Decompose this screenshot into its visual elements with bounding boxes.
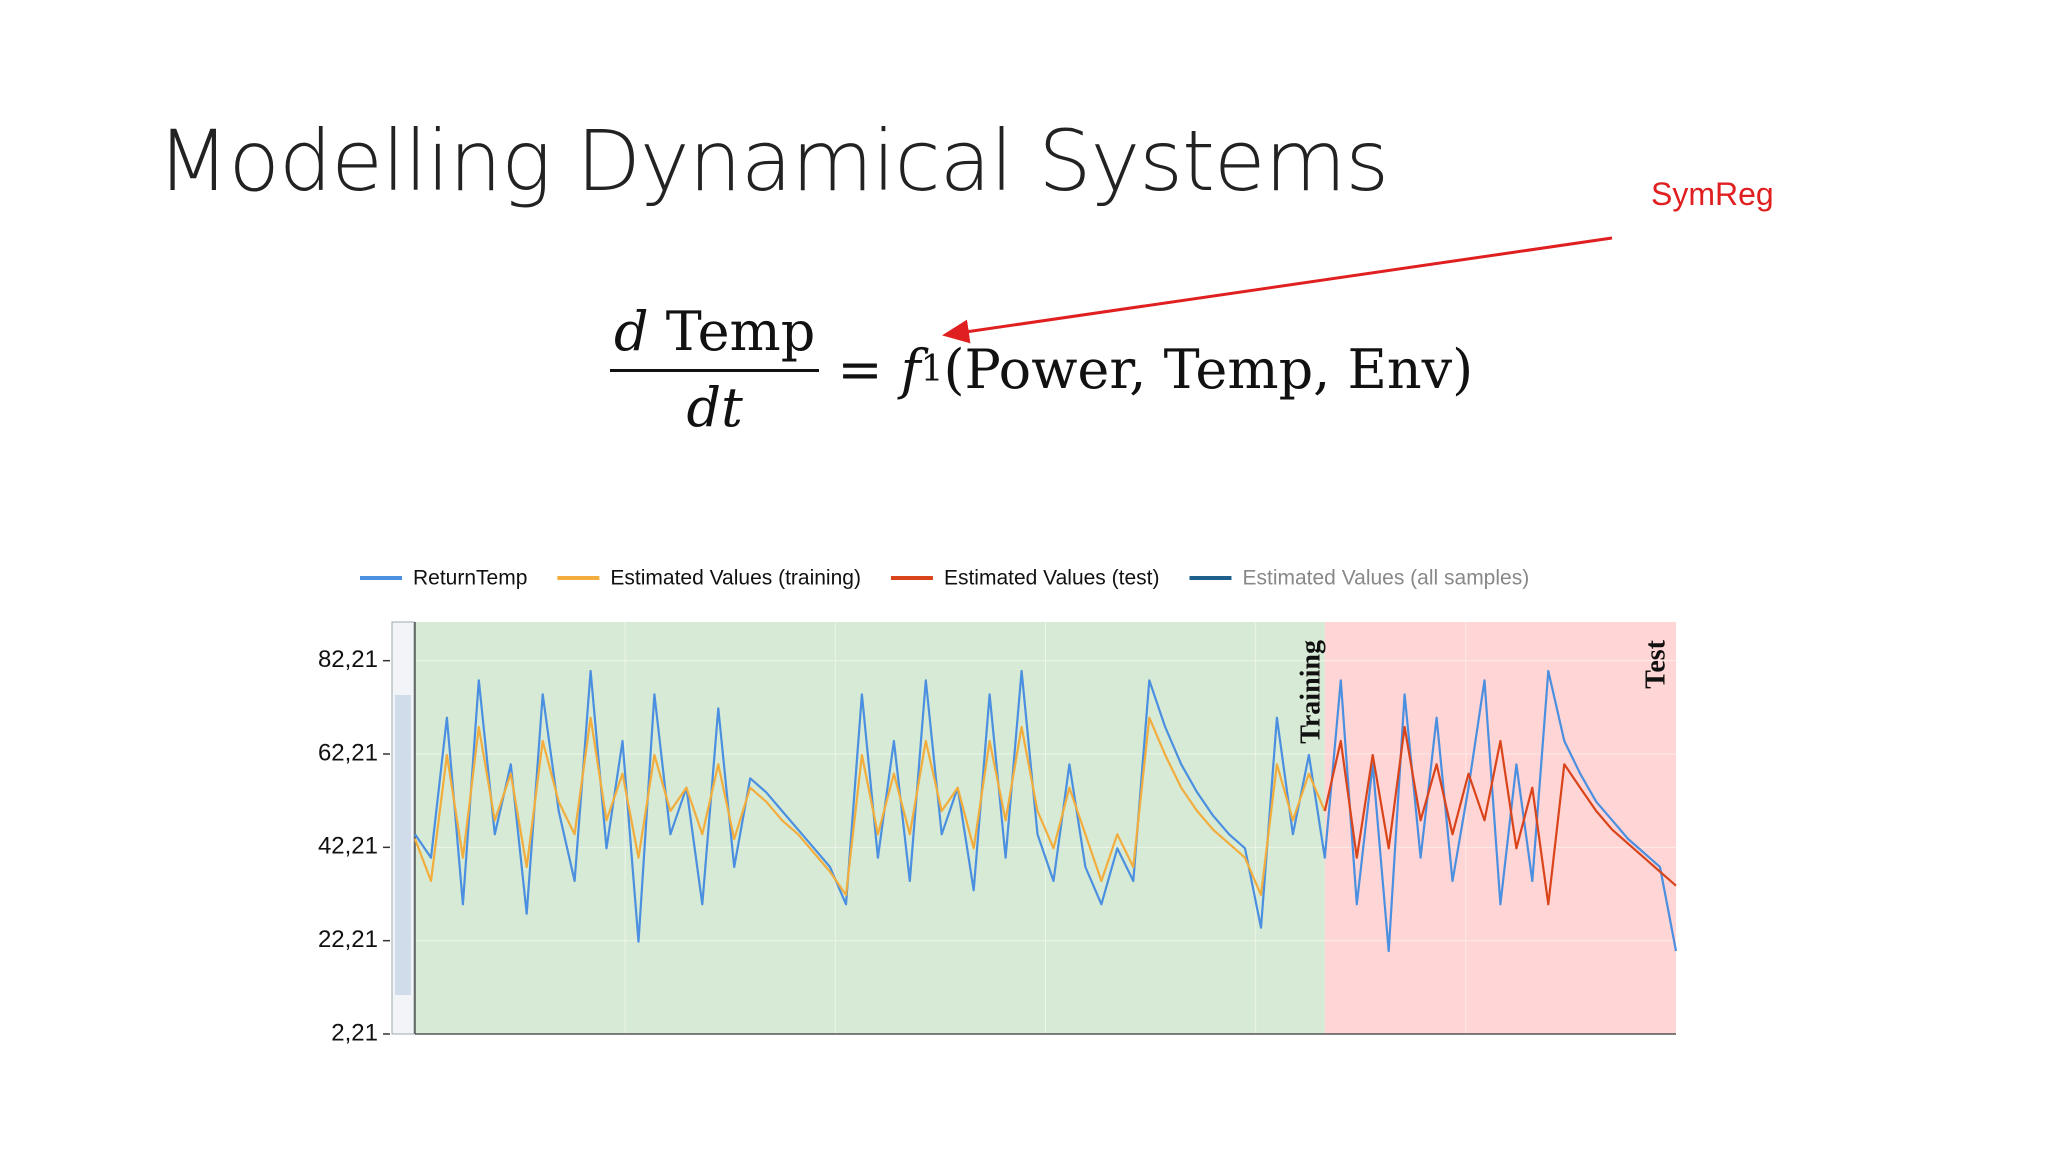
legend-label: Estimated Values (training) — [610, 567, 861, 590]
legend-label: Estimated Values (all samples) — [1242, 567, 1529, 590]
numerator: d Temp — [610, 300, 820, 372]
scrollbar-thumb — [395, 695, 411, 995]
eq-sub: 1 — [920, 349, 944, 390]
legend-label: ReturnTemp — [413, 567, 527, 590]
denominator: dt — [686, 376, 743, 439]
series-line — [414, 669, 1678, 953]
eq-var: Temp — [665, 300, 816, 363]
arrow — [942, 236, 1613, 344]
eq-args: (Power, Temp, Env) — [943, 338, 1474, 401]
legend-label: Estimated Values (test) — [944, 567, 1160, 590]
y-tick-label: 82,21 — [318, 646, 378, 673]
y-tick-label: 62,21 — [318, 739, 378, 766]
eq-func: f — [900, 338, 921, 401]
slide-title: Modelling Dynamical Systems — [157, 112, 1389, 210]
y-tick-label: 22,21 — [318, 926, 378, 953]
region-label: Test — [1640, 639, 1671, 688]
series-line — [413, 716, 1326, 897]
region-label: Training — [1295, 640, 1326, 744]
y-tick-label: 42,21 — [318, 833, 378, 860]
eq-d: d — [614, 300, 649, 363]
fraction: d Temp dt — [610, 300, 820, 439]
series-line — [1323, 725, 1677, 906]
y-tick-label: 2,21 — [331, 1019, 378, 1046]
annotation: SymReg — [1651, 176, 1774, 212]
eq-equals: = — [837, 338, 883, 401]
region — [415, 622, 1325, 1034]
